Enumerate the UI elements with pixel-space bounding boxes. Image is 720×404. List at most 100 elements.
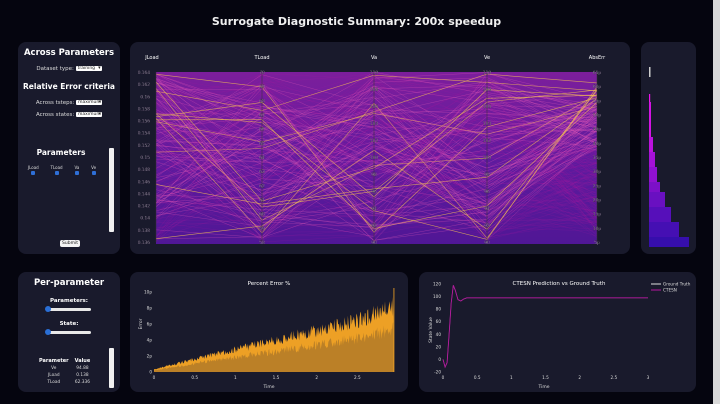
axis-tick-label: 96 (371, 189, 377, 195)
axis-tick-label: 106 (370, 104, 378, 110)
ctesn-chart[interactable]: CTESN Prediction vs Ground Truth -200 20 40… (419, 272, 696, 392)
x-tick-label: 1 (510, 375, 513, 380)
checkbox-va[interactable]: Va (74, 165, 79, 175)
axis-tick-label: 60 (259, 212, 265, 218)
x-tick-label: 0.5 (191, 375, 198, 380)
x-tick-label: 1.5 (542, 375, 549, 380)
param-value: 62.336 (74, 380, 90, 385)
axis-tick-label: 64 (259, 155, 265, 161)
axis-tick-label: 35p (593, 155, 601, 161)
y-tick-label: 20 (436, 344, 442, 349)
checkbox-tload[interactable]: TLoad (51, 165, 63, 175)
y-tick-label: -20 (434, 370, 441, 375)
state-slider[interactable] (45, 329, 91, 335)
axis-tick-label: 67 (259, 113, 265, 119)
histogram-bar (649, 222, 679, 237)
axis-tick-label: 0.14 (140, 216, 150, 222)
axis-title-va: Va (371, 55, 377, 61)
slider-handle[interactable] (45, 329, 51, 335)
ctesn-panel: CTESN Prediction vs Ground Truth -20 0 20 40… (419, 272, 696, 392)
axis-tick-label: 0.16 (140, 94, 150, 100)
across-tsteps-select[interactable]: maximum (76, 99, 103, 105)
parallel-coordinates-chart[interactable]: JLoad0.1640.1620.160.1580.1560.1540.1520… (130, 42, 630, 254)
axis-tick-label: 108 (483, 87, 491, 93)
histogram-marker (649, 67, 651, 77)
axis-tick-label: 110 (370, 70, 378, 76)
axis-tick-label: 70 (259, 70, 265, 76)
axis-title-tload: TLoad (253, 55, 269, 61)
axis-tick-label: 0.152 (138, 143, 151, 149)
axis-tick-label: 90 (371, 240, 377, 246)
checkbox-jload[interactable]: JLoad (28, 165, 39, 175)
axis-title-ve: Ve (484, 55, 490, 61)
param-name: JLoad (48, 373, 60, 378)
x-tick-label: 1.5 (273, 375, 280, 380)
axis-tick-label: 0.164 (138, 70, 151, 76)
checkbox-checked-icon[interactable] (91, 171, 96, 175)
y-tick-label: 10p (144, 290, 152, 295)
x-tick-label: 2 (315, 375, 318, 380)
axis-title-abserr: AbsErr (589, 55, 606, 61)
y-axis-label: State Value (428, 317, 434, 343)
table-row: JLoad 0.138 (36, 372, 93, 379)
across-states-select[interactable]: maximum (76, 111, 103, 117)
histogram-bar (649, 192, 665, 207)
chart-title: Percent Error % (248, 281, 291, 287)
axis-tick-label: 5p (594, 240, 600, 246)
across-parameters-panel: Across Parameters Dataset type: training… (18, 42, 120, 254)
axis-tick-label: 59 (259, 226, 265, 232)
error-area-fill (154, 322, 394, 372)
checkbox-ve[interactable]: Ve (91, 165, 96, 175)
axis-tick-label: 65 (259, 141, 265, 147)
x-tick-label: 2 (578, 375, 581, 380)
across-tsteps-label: Across tsteps: (35, 100, 75, 106)
column-header: Value (74, 358, 91, 364)
relative-error-heading: Relative Error criteria (23, 82, 115, 91)
x-tick-label: 0 (153, 375, 156, 380)
axis-tick-label: 98 (484, 172, 490, 178)
axis-tick-label: 92 (371, 223, 377, 229)
axis-tick-label: 0.142 (138, 204, 151, 210)
axis-tick-label: 92 (484, 223, 490, 229)
legend-label: Ground Truth (663, 282, 691, 287)
axis-tick-label: 100 (483, 155, 491, 161)
axis-tick-label: 110 (483, 70, 491, 76)
axis-tick-label: 98 (371, 172, 377, 178)
checkbox-checked-icon[interactable] (74, 171, 79, 175)
submit-button[interactable]: Submit (60, 240, 80, 247)
histogram-bar (649, 182, 660, 192)
y-tick-label: 40 (436, 332, 442, 337)
slider-handle[interactable] (45, 306, 51, 312)
lines-fill (156, 72, 597, 244)
y-axis-label: Error (138, 318, 144, 329)
axis-tick-label: 20p (593, 198, 601, 204)
abserr-histogram-panel (641, 42, 696, 254)
abserr-histogram (649, 67, 689, 247)
axis-tick-label: 10p (593, 226, 601, 232)
checkbox-checked-icon[interactable] (31, 171, 36, 175)
axis-tick-label: 0.154 (138, 131, 151, 137)
checkbox-label: JLoad (27, 165, 39, 170)
page-title: Surrogate Diagnostic Summary: 200x speed… (211, 15, 502, 28)
parameters-box: Parameters JLoad TLoad Va Ve (22, 145, 108, 249)
parameters-slider[interactable] (45, 306, 91, 312)
page-scrollbar[interactable] (713, 0, 720, 404)
checkbox-checked-icon[interactable] (54, 171, 59, 175)
parameters-slider-label: Parameters: (49, 298, 89, 304)
axis-tick-label: 66 (259, 127, 265, 133)
chart-title: CTESN Prediction vs Ground Truth (513, 281, 606, 287)
axis-tick-label: 94 (371, 206, 377, 212)
legend-label: CTESN (663, 288, 677, 293)
axis-tick-label: 102 (370, 138, 378, 144)
x-tick-label: 0 (442, 375, 445, 380)
percent-error-chart[interactable]: Percent Error % 0 2p 4p 6p 8p 10p 0 0.5 1 1.5 2 2.5 T… (130, 272, 408, 392)
y-tick-label: 80 (436, 307, 442, 312)
axis-tick-label: 50p (593, 113, 601, 119)
axis-tick-label: 60p (593, 84, 601, 90)
parameters-scrollbar[interactable] (109, 148, 114, 232)
dataset-type-select[interactable]: training (75, 65, 102, 71)
axis-tick-label: 55p (593, 98, 601, 104)
axis-tick-label: 100 (370, 155, 378, 161)
axis-tick-label: 58 (259, 240, 265, 246)
table-scrollbar[interactable] (109, 348, 114, 388)
